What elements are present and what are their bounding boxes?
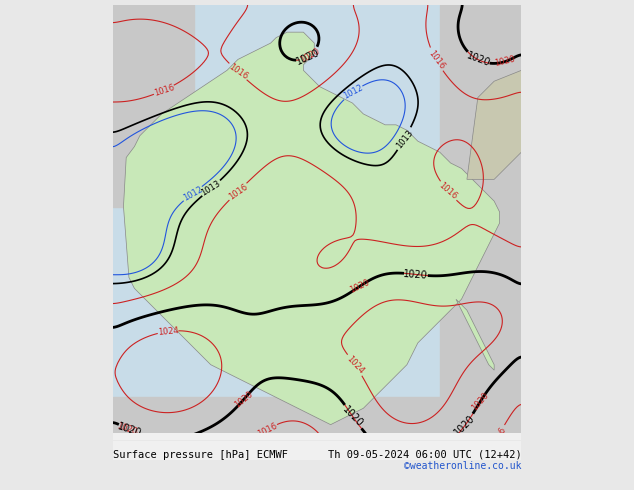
- Text: 1020: 1020: [470, 391, 491, 413]
- Text: ©weatheronline.co.uk: ©weatheronline.co.uk: [404, 461, 521, 470]
- Polygon shape: [467, 70, 521, 179]
- Text: 1020: 1020: [115, 421, 138, 436]
- Text: 1024: 1024: [344, 354, 365, 376]
- Text: 1016: 1016: [489, 425, 508, 448]
- Text: Th 09-05-2024 06:00 UTC (12+42): Th 09-05-2024 06:00 UTC (12+42): [328, 450, 521, 460]
- Text: 1012: 1012: [181, 184, 204, 202]
- Text: 1016: 1016: [437, 181, 459, 201]
- Text: 1013: 1013: [200, 179, 223, 197]
- Text: 1020: 1020: [347, 278, 370, 295]
- Polygon shape: [113, 5, 195, 207]
- Text: 1020: 1020: [465, 50, 491, 69]
- Text: 1016: 1016: [153, 83, 176, 98]
- Text: 1016: 1016: [426, 49, 446, 71]
- Text: 1020: 1020: [294, 47, 321, 67]
- Text: Surface pressure [hPa] ECMWF: Surface pressure [hPa] ECMWF: [113, 450, 288, 460]
- Text: 1020: 1020: [299, 47, 321, 65]
- Text: 1020: 1020: [403, 269, 429, 280]
- Bar: [113, 433, 521, 460]
- Text: 1020: 1020: [341, 405, 365, 429]
- Text: 1016: 1016: [256, 421, 279, 439]
- Polygon shape: [456, 299, 494, 370]
- Text: 1020: 1020: [453, 414, 477, 438]
- Text: 1020: 1020: [117, 421, 143, 439]
- Polygon shape: [113, 5, 521, 441]
- Text: 1024: 1024: [157, 326, 179, 337]
- Text: 1016: 1016: [227, 182, 249, 201]
- Text: 1020: 1020: [494, 55, 516, 68]
- Polygon shape: [124, 32, 500, 425]
- Text: 1012: 1012: [342, 83, 365, 101]
- Text: 1020: 1020: [233, 389, 255, 409]
- Polygon shape: [439, 5, 521, 441]
- Text: 1016: 1016: [226, 62, 249, 81]
- Polygon shape: [113, 397, 521, 441]
- Text: 1013: 1013: [394, 128, 415, 150]
